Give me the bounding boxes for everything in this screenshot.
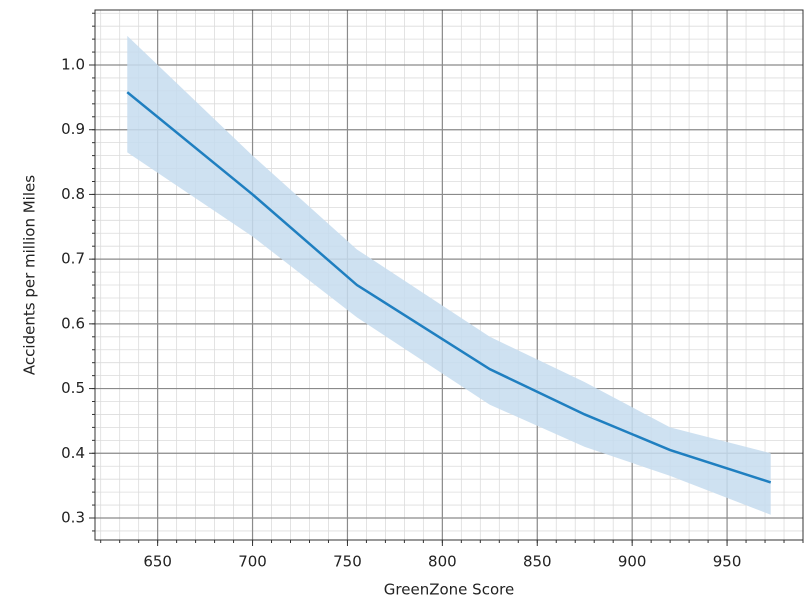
y-tick-label: 0.9 bbox=[61, 120, 85, 138]
confidence-band bbox=[127, 35, 771, 515]
plot-frame bbox=[94, 9, 804, 541]
x-tick-label: 850 bbox=[523, 553, 552, 571]
marks bbox=[126, 35, 772, 515]
y-axis-label: Accidents per million Miles bbox=[21, 175, 39, 375]
x-tick-label: 800 bbox=[428, 553, 457, 571]
x-tick-label: 950 bbox=[713, 553, 742, 571]
x-tick-label: 900 bbox=[618, 553, 647, 571]
y-tick-label: 1.0 bbox=[61, 56, 85, 74]
x-tick-label: 650 bbox=[143, 553, 172, 571]
y-tick-label: 0.3 bbox=[61, 508, 85, 526]
x-tick-label: 750 bbox=[333, 553, 362, 571]
x-tick-label: 700 bbox=[238, 553, 267, 571]
y-tick-label: 0.6 bbox=[61, 314, 85, 332]
y-tick-label: 0.4 bbox=[61, 444, 85, 462]
y-tick-label: 0.8 bbox=[61, 185, 85, 203]
line bbox=[126, 91, 772, 484]
y-tick-label: 0.7 bbox=[61, 250, 85, 268]
y-tick-label: 0.5 bbox=[61, 379, 85, 397]
x-axis-label: GreenZone Score bbox=[384, 581, 514, 599]
